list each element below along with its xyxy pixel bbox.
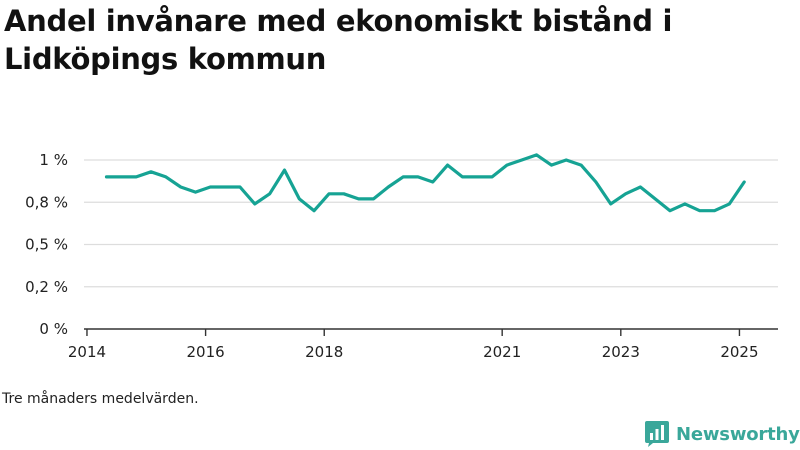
x-tick-label: 2018 bbox=[305, 343, 343, 361]
x-tick-label: 2023 bbox=[602, 343, 640, 361]
grid-lines bbox=[84, 159, 778, 288]
chart-note: Tre månaders medelvärden. bbox=[2, 391, 199, 407]
x-tick-label: 2025 bbox=[720, 343, 758, 361]
x-tick-label: 2016 bbox=[187, 343, 225, 361]
y-tick-label: 1 % bbox=[39, 151, 68, 169]
chart-title: Andel invånare med ekonomiskt bistånd i … bbox=[4, 4, 673, 76]
y-axis-labels: 0 % 0,2 % 0,5 % 0,8 % 1 % bbox=[25, 151, 68, 338]
series-layer bbox=[104, 153, 746, 213]
x-tick-label: 2014 bbox=[68, 343, 106, 361]
newsworthy-logo-icon bbox=[645, 421, 669, 447]
y-tick-label: 0,5 % bbox=[25, 236, 68, 254]
y-tick-label: 0,2 % bbox=[25, 278, 68, 296]
x-tick-label: 2021 bbox=[483, 343, 521, 361]
series-line bbox=[104, 153, 746, 213]
x-axis: 2014 2016 2018 2021 2023 2025 bbox=[68, 328, 778, 361]
y-tick-label: 0,8 % bbox=[25, 193, 68, 211]
brand-logo[interactable]: Newsworthy bbox=[644, 420, 800, 448]
y-tick-label: 0 % bbox=[39, 320, 68, 338]
brand-name: Newsworthy bbox=[676, 423, 800, 445]
